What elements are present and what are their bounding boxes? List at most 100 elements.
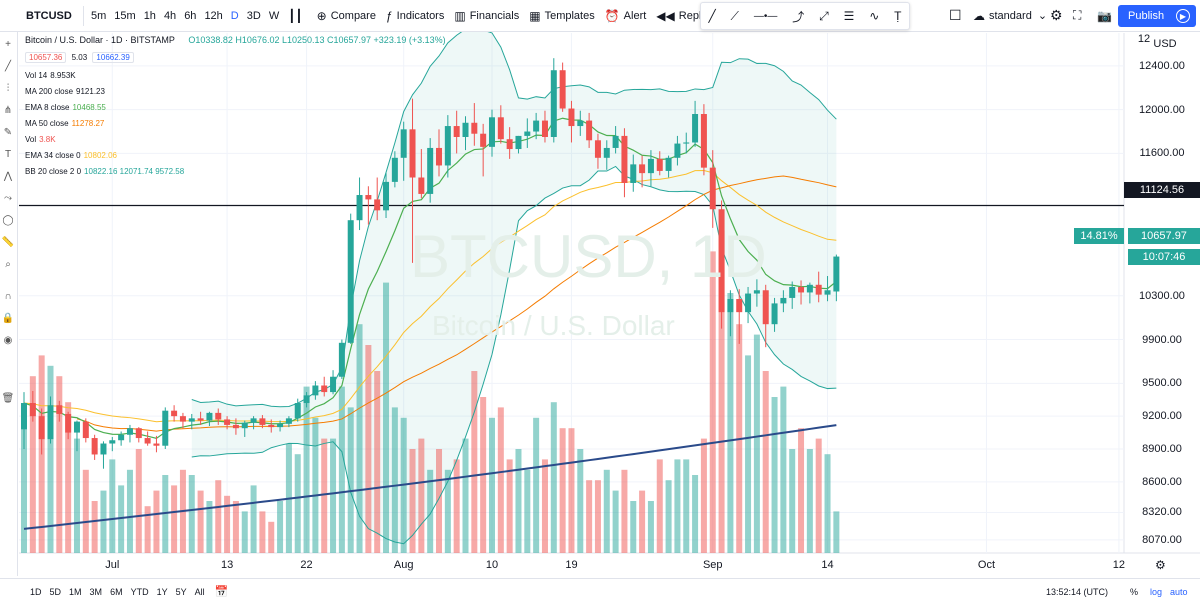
interval-1h[interactable]: 1h [143,9,156,22]
range-1y[interactable]: 1Y [156,586,168,597]
watermark-name: Bitcoin / U.S. Dollar [432,310,675,341]
candle-body [330,376,337,393]
range-all[interactable]: All [194,586,205,597]
range-1m[interactable]: 1M [69,586,82,597]
magnet-icon[interactable]: ∩ [4,290,12,302]
candle-body [109,440,116,444]
ask-price[interactable]: 10662.39 [92,52,134,63]
line-tool-icon[interactable]: ╱ [4,60,12,72]
fullscreen-button[interactable]: ⛶ [1068,0,1086,32]
legend-row-6[interactable]: BB 20 close 2 0 10822.16 12071.74 9572.58 [25,167,187,176]
prediction-icon[interactable]: ⤳ [4,192,12,204]
candle-body [118,434,125,441]
legend-row-1[interactable]: MA 200 close 9121.23 [25,87,108,96]
grid-icon: ▦ [529,8,541,23]
bid-ask-row: 10657.36 5.03 10662.39 [25,52,137,63]
eye-icon[interactable]: ◉ [3,334,13,346]
extended-line-icon[interactable]: ⤢ [819,8,829,23]
interval-4h[interactable]: 4h [163,9,177,22]
trend-line-icon[interactable]: ╱ [708,9,716,23]
ray-icon[interactable]: —•— [753,10,778,22]
text-tool-icon[interactable]: T [4,148,12,160]
legend-row-0[interactable]: Vol 14 8.953K [25,71,79,80]
range-6m[interactable]: 6M [110,586,123,597]
legend-row-5[interactable]: EMA 34 close 0 10802.06 [25,151,120,160]
volume-bar [709,251,716,553]
publish-label: Publish [1128,10,1165,22]
chevron-down-icon: ⌄ [1037,10,1048,22]
range-3m[interactable]: 3M [89,586,103,597]
interval-12h[interactable]: 12h [204,9,223,22]
candle-body [171,410,178,417]
volume-bar [365,345,372,553]
shapes-icon[interactable]: ◯ [2,214,14,226]
legend-row-name: BB 20 close 2 0 [25,167,82,176]
chart-type-button[interactable]: ┃┃ [283,0,311,32]
interval-W[interactable]: W [268,9,280,22]
pattern-icon[interactable]: ⋀ [3,170,13,182]
candle-body [745,293,752,313]
candle-body [515,135,522,150]
candle-body [727,299,734,313]
alert-button[interactable]: ⏰ Alert [600,0,652,32]
range-1d[interactable]: 1D [30,586,42,597]
trash-icon[interactable]: 🗑 [1,392,15,404]
interval-15m[interactable]: 15m [114,9,136,22]
price-tick-label: 8070.00 [1142,533,1182,546]
log-toggle[interactable]: log [1150,586,1163,597]
volume-bar [330,438,337,553]
axis-settings-button[interactable]: ⚙ [1155,558,1166,572]
volume-bar [647,501,654,553]
legend-row-name: MA 200 close [25,87,74,96]
date-range-button[interactable]: 📅 [209,585,235,598]
range-ytd[interactable]: YTD [130,586,149,597]
layout-dropdown[interactable]: ☁ standard ⌄ [968,0,1052,32]
text-icon[interactable]: Ṭ [894,9,902,23]
zoom-icon[interactable]: ⌕ [5,258,11,270]
legend-row-name: EMA 8 close [25,103,70,112]
range-5d[interactable]: 5D [49,586,62,597]
price-chart[interactable] [0,0,1200,578]
curve-icon[interactable]: ∿ [869,9,880,23]
bid-price[interactable]: 10657.36 [25,52,67,63]
volume-bar [73,438,80,553]
legend-row-value: 10802.06 [83,151,117,160]
financials-button[interactable]: ▥ Financials [449,0,524,32]
legend-row-2[interactable]: EMA 8 close 10468.55 [25,103,109,112]
templates-button[interactable]: ▦ Templates [524,0,599,32]
brush-icon[interactable]: ✎ [3,126,13,138]
crosshair-icon[interactable]: + [5,38,11,50]
candle-body [224,419,231,425]
interval-6h[interactable]: 6h [184,9,197,22]
legend-row-4[interactable]: Vol 3.8K [25,135,59,144]
interval-3D[interactable]: 3D [246,9,261,22]
pitchfork-icon[interactable]: ⋔ [3,104,13,116]
auto-toggle[interactable]: auto [1170,586,1188,597]
indicators-button[interactable]: ƒ Indicators [381,0,449,32]
symbol-search[interactable]: BTCUSD [26,9,72,22]
interval-5m[interactable]: 5m [91,9,107,22]
percent-toggle[interactable]: % [1130,586,1139,597]
parallel-channel-icon[interactable]: ☰ [843,9,855,23]
lock-icon[interactable]: 🔒 [1,312,15,324]
snapshot-button[interactable]: 📷 [1092,0,1117,32]
fx-icon: ƒ [385,8,393,23]
settings-button[interactable]: ⚙ [1045,0,1068,32]
horizontal-line-icon[interactable]: ⫶ [6,82,10,94]
bar-countdown-label: 10:07:46 [1128,249,1200,265]
layout-checkbox[interactable]: ☐ [944,0,971,32]
publish-button[interactable]: Publish ▶ [1118,5,1196,27]
candle-body [621,135,628,183]
volume-bar [462,438,469,553]
ruler-icon[interactable]: 📏 [1,236,15,248]
calendar-icon: 📅 [214,586,229,598]
path-icon[interactable]: ⤴ [792,9,805,24]
utc-clock[interactable]: 13:52:14 (UTC) [1046,586,1109,597]
candle-body [241,422,248,429]
volume-bar [612,490,619,553]
interval-D[interactable]: D [230,9,239,22]
legend-row-3[interactable]: MA 50 close 11278.27 [25,119,107,128]
range-5y[interactable]: 5Y [175,586,187,597]
angle-icon[interactable]: ⟋ [730,8,739,23]
compare-button[interactable]: ⊕ Compare [312,0,381,32]
